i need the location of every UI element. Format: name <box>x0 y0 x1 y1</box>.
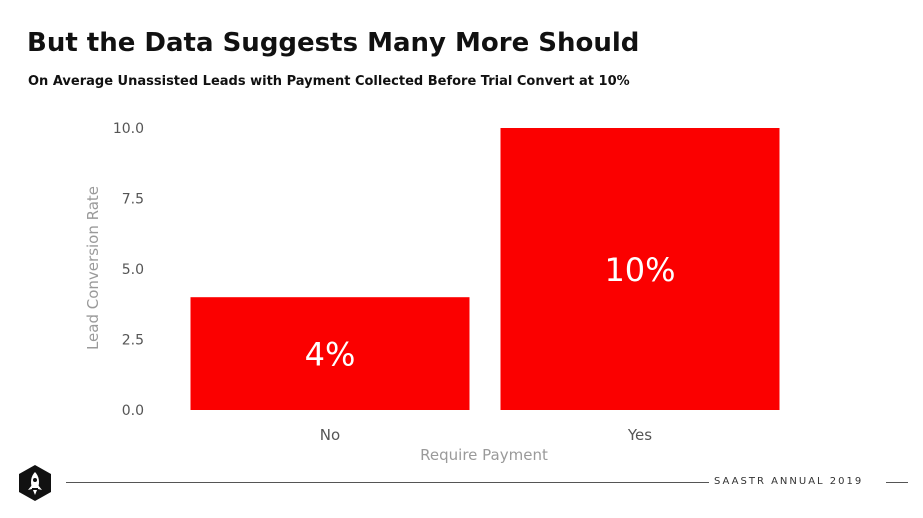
footer-divider-left <box>66 482 709 483</box>
slide-subtitle: On Average Unassisted Leads with Payment… <box>28 74 630 89</box>
y-tick-label: 0.0 <box>122 403 144 419</box>
bar-no <box>190 297 470 410</box>
slide-title: But the Data Suggests Many More Should <box>27 28 640 58</box>
x-tick-label: No <box>320 426 340 444</box>
y-axis-title: Lead Conversion Rate <box>84 186 102 350</box>
x-tick-label: Yes <box>627 426 652 444</box>
footer-event-label: SAASTR ANNUAL 2019 <box>714 476 864 487</box>
y-tick-label: 10.0 <box>113 121 144 137</box>
y-tick-label: 2.5 <box>122 333 144 349</box>
y-tick-label: 5.0 <box>122 262 144 278</box>
y-tick-label: 7.5 <box>122 192 144 208</box>
footer-divider-right <box>886 482 908 483</box>
bar-data-label: 10% <box>604 251 675 289</box>
bar-yes <box>500 128 780 410</box>
x-axis-title: Require Payment <box>420 446 548 464</box>
bar-data-label: 4% <box>305 336 356 374</box>
rocket-icon <box>19 465 51 501</box>
